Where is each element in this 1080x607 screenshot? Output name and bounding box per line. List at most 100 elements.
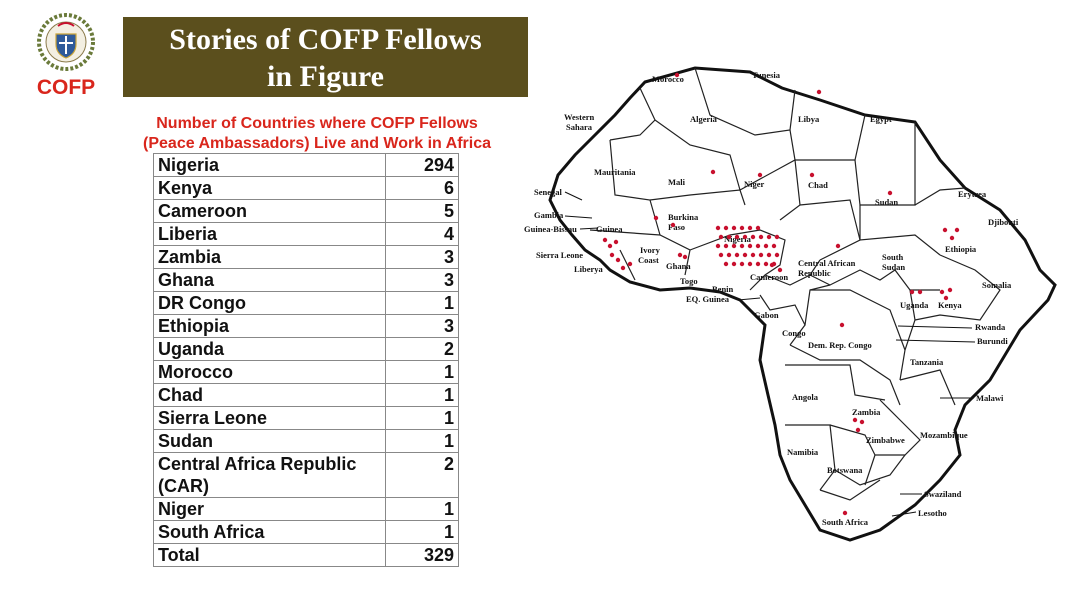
fellow-dot	[855, 427, 861, 433]
label-libya: Libya	[798, 114, 820, 124]
country-name: Niger	[153, 497, 386, 521]
table-row: Sierra Leone 1	[153, 406, 460, 430]
table-caption-line1: Number of Countries where COFP Fellows	[156, 115, 478, 132]
fellow-count: 3	[384, 314, 460, 338]
fellow-dot	[718, 252, 724, 258]
country-name: Morocco	[153, 360, 386, 384]
fellow-count: 2	[384, 452, 460, 498]
fellow-dot	[613, 239, 619, 245]
fellow-dot	[755, 261, 761, 267]
label-western-sahara-2: Sahara	[566, 122, 593, 132]
label-gabon: Gabon	[754, 310, 779, 320]
page-title-banner: Stories of COFP Fellows in Figure	[123, 17, 528, 97]
label-eq-guinea: EQ. Guinea	[686, 294, 730, 304]
fellow-dot	[723, 243, 729, 249]
fellow-count: 6	[384, 176, 460, 200]
country-name: DR Congo	[153, 291, 386, 315]
fellow-dot	[731, 243, 737, 249]
label-senegal: Senegal	[534, 187, 563, 197]
fellow-dot	[670, 222, 676, 228]
fellow-dot	[766, 234, 772, 240]
fellow-dot	[602, 237, 608, 243]
fellow-dot	[917, 289, 923, 295]
label-guinea-bissau: Guinea-Bissau	[524, 224, 577, 234]
fellow-count: 1	[384, 383, 460, 407]
country-borders	[589, 67, 1001, 501]
label-malawi: Malawi	[976, 393, 1004, 403]
label-ghana: Ghana	[666, 261, 691, 271]
fellow-dot	[723, 225, 729, 231]
logo-text: COFP	[36, 76, 96, 99]
fellow-dot	[852, 417, 858, 423]
label-ethiopia: Ethiopia	[945, 244, 977, 254]
country-name: Liberia	[153, 222, 386, 246]
fellow-dot	[954, 227, 960, 233]
page-title-line2: in Figure	[267, 60, 384, 93]
table-row: Ethiopia 3	[153, 314, 460, 338]
fellow-dot	[839, 322, 845, 328]
fellow-dot	[723, 261, 729, 267]
label-botswana: Botswana	[827, 465, 863, 475]
fellow-dot	[777, 267, 783, 273]
fellow-dot	[653, 215, 659, 221]
country-name: South Africa	[153, 520, 386, 544]
label-chad: Chad	[808, 180, 828, 190]
country-name: Uganda	[153, 337, 386, 361]
fellow-count: 1	[384, 497, 460, 521]
fellow-dot	[835, 243, 841, 249]
label-niger: Niger	[744, 179, 765, 189]
label-togo: Togo	[680, 276, 698, 286]
fellow-count: 1	[384, 360, 460, 384]
label-liberia: Liberya	[574, 264, 604, 274]
fellow-dot	[758, 234, 764, 240]
label-tanzania: Tanzania	[910, 357, 944, 367]
table-row: Ghana 3	[153, 268, 460, 292]
label-faso: Faso	[668, 222, 685, 232]
fellow-dot	[757, 172, 763, 178]
table-row: Central Africa Republic (CAR) 2	[153, 452, 460, 498]
fellow-dot	[742, 234, 748, 240]
fellow-dot	[939, 289, 945, 295]
fellow-count: 2	[384, 337, 460, 361]
table-row: Nigeria 294	[153, 153, 460, 177]
fellow-dot	[615, 257, 621, 263]
table-row: Niger 1	[153, 497, 460, 521]
table-caption-line2: (Peace Ambassadors) Live and Work in Afr…	[143, 135, 491, 152]
fellow-dot	[734, 252, 740, 258]
label-djibouti: Djibouti	[988, 217, 1019, 227]
table-row: Sudan 1	[153, 429, 460, 453]
fellow-dot	[715, 225, 721, 231]
label-lesotho: Lesotho	[918, 508, 947, 518]
fellow-dot	[747, 243, 753, 249]
fellow-dot	[943, 295, 949, 301]
label-uganda: Uganda	[900, 300, 929, 310]
label-ivory: Ivory	[640, 245, 661, 255]
fellow-dot	[859, 419, 865, 425]
table-row: Uganda 2	[153, 337, 460, 361]
africa-map: Morocco Tunesia Western Sahara Algeria L…	[524, 66, 1057, 542]
fellow-dot	[909, 289, 915, 295]
fellow-dot	[766, 252, 772, 258]
fellow-dot	[942, 227, 948, 233]
fellow-count: 3	[384, 245, 460, 269]
fellow-dot	[771, 243, 777, 249]
page-title-line1: Stories of COFP Fellows	[169, 23, 482, 56]
fellow-count: 4	[384, 222, 460, 246]
fellow-count: 1	[384, 406, 460, 430]
cofp-logo: COFP	[30, 12, 102, 102]
label-car-1: Central African	[798, 258, 856, 268]
fellow-count: 1	[384, 291, 460, 315]
fellow-dot	[674, 72, 680, 78]
fellow-dot	[726, 234, 732, 240]
total-label: Total	[153, 543, 386, 567]
table-row: Zambia 3	[153, 245, 460, 269]
label-somalia: Somalia	[982, 280, 1012, 290]
country-name: Ghana	[153, 268, 386, 292]
country-name: Sierra Leone	[153, 406, 386, 430]
fellow-count: 3	[384, 268, 460, 292]
fellow-dot	[718, 234, 724, 240]
country-name: Chad	[153, 383, 386, 407]
label-mozambique: Mozambique	[920, 430, 968, 440]
label-tunesia: Tunesia	[752, 70, 781, 80]
fellow-count: 5	[384, 199, 460, 223]
